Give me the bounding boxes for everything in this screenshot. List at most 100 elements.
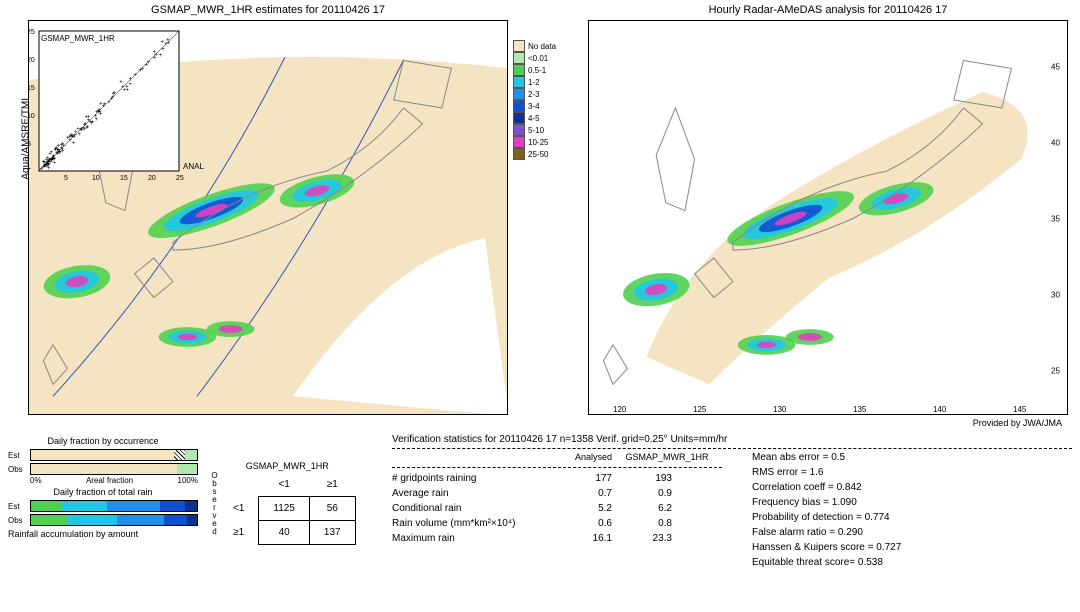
stats-row: # gridpoints raining177193	[392, 471, 722, 486]
svg-text:+: +	[96, 109, 100, 115]
map-right: Hourly Radar-AMeDAS analysis for 2011042…	[588, 0, 1068, 430]
svg-text:+: +	[54, 146, 58, 152]
map-right-title: Hourly Radar-AMeDAS analysis for 2011042…	[588, 4, 1068, 16]
ct-side-label: Observed	[210, 471, 219, 535]
svg-text:30: 30	[1051, 290, 1060, 299]
metric-line: Probability of detection = 0.774	[752, 512, 901, 527]
stats-row: Maximum rain16.123.3	[392, 531, 722, 546]
stats-row: Average rain0.70.9	[392, 486, 722, 501]
frac-foot: Rainfall accumulation by amount	[8, 529, 198, 539]
svg-text:+: +	[166, 38, 170, 44]
ct-col2: ≥1	[309, 473, 355, 497]
legend-item: 1-2	[513, 76, 568, 88]
metric-line: Frequency bias = 1.090	[752, 497, 901, 512]
metric-line: False alarm ratio = 0.290	[752, 527, 901, 542]
stats-row: Conditional rain5.26.2	[392, 501, 722, 516]
metric-line: RMS error = 1.6	[752, 467, 901, 482]
svg-text:20: 20	[148, 175, 156, 182]
fraction-block: Daily fraction by occurrence Est Obs 0%A…	[8, 434, 198, 572]
map-left-ylabel: Aqua/AMSRE/TMI	[21, 98, 32, 180]
svg-text:+: +	[62, 143, 66, 149]
svg-text:GSMAP_MWR_1HR: GSMAP_MWR_1HR	[41, 34, 115, 43]
svg-text:45: 45	[1051, 63, 1060, 72]
svg-text:+: +	[90, 121, 94, 127]
legend-item: No data	[513, 40, 568, 52]
metric-line: Mean abs error = 0.5	[752, 452, 901, 467]
occ-est-label: Est	[8, 451, 30, 460]
svg-text:+: +	[85, 114, 89, 120]
svg-text:+: +	[78, 132, 82, 138]
provided-label: Provided by JWA/JMA	[973, 418, 1062, 428]
svg-text:+: +	[53, 160, 57, 166]
metric-line: Hanssen & Kuipers score = 0.727	[752, 542, 901, 557]
stats-title: Verification statistics for 20110426 17 …	[392, 434, 1072, 445]
svg-text:15: 15	[120, 175, 128, 182]
occ-title: Daily fraction by occurrence	[8, 436, 198, 446]
svg-text:25: 25	[1051, 366, 1060, 375]
ct-row2: ≥1	[219, 521, 259, 545]
legend-item: 3-4	[513, 100, 568, 112]
legend-item: <0.01	[513, 52, 568, 64]
ct-col1: <1	[259, 473, 310, 497]
svg-text:+: +	[121, 85, 125, 91]
svg-text:145: 145	[1013, 405, 1027, 414]
occ-est-bar	[30, 449, 198, 461]
svg-text:+: +	[145, 63, 149, 69]
svg-text:+: +	[139, 68, 143, 74]
stats-head-est: GSMAP_MWR_1HR	[612, 452, 722, 462]
svg-text:15: 15	[28, 85, 35, 92]
metric-line: Equitable threat score= 0.538	[752, 557, 901, 572]
svg-text:130: 130	[773, 405, 787, 414]
map-left-svg: ++++++++++++++++++++++++++++++++++++++++…	[28, 20, 508, 415]
map-left-title: GSMAP_MWR_1HR estimates for 20110426 17	[28, 4, 508, 16]
legend-item: 0.5-1	[513, 64, 568, 76]
svg-text:135: 135	[853, 405, 867, 414]
svg-text:10: 10	[92, 175, 100, 182]
contingency-block: Observed GSMAP_MWR_1HR <1≥1 <1112556 ≥14…	[210, 434, 380, 572]
tot-est-bar	[30, 500, 198, 512]
legend-item: 25-50	[513, 148, 568, 160]
svg-text:+: +	[85, 125, 89, 131]
svg-text:40: 40	[1051, 139, 1060, 148]
occ-obs-bar	[30, 463, 198, 475]
legend-item: 5-10	[513, 124, 568, 136]
tot-obs-label: Obs	[8, 516, 30, 525]
svg-text:+: +	[133, 73, 137, 79]
svg-text:+: +	[68, 134, 72, 140]
svg-text:ANAL: ANAL	[183, 162, 204, 171]
ct-row1: <1	[219, 497, 259, 521]
stats-table: AnalysedGSMAP_MWR_1HR # gridpoints raini…	[392, 452, 722, 572]
svg-text:+: +	[72, 140, 76, 146]
tot-obs-bar	[30, 514, 198, 526]
svg-text:25: 25	[28, 29, 35, 36]
tot-title: Daily fraction of total rain	[8, 487, 198, 497]
svg-text:+: +	[159, 53, 163, 59]
stats-head-an: Analysed	[552, 452, 612, 462]
ct-c10: 40	[259, 521, 310, 545]
map-right-svg: 1201251301351401452530354045	[588, 20, 1068, 415]
color-legend: No data<0.010.5-11-22-33-44-55-1010-2525…	[513, 40, 568, 160]
metrics-list: Mean abs error = 0.5RMS error = 1.6Corre…	[752, 452, 901, 572]
svg-text:140: 140	[933, 405, 947, 414]
svg-text:+: +	[103, 102, 107, 108]
metric-line: Correlation coeff = 0.842	[752, 482, 901, 497]
legend-item: 4-5	[513, 112, 568, 124]
svg-text:+: +	[46, 161, 50, 167]
ct-c01: 56	[309, 497, 355, 521]
occ-obs-label: Obs	[8, 465, 30, 474]
stats-row: Rain volume (mm*km²×10⁴)0.60.8	[392, 516, 722, 531]
map-left: GSMAP_MWR_1HR estimates for 20110426 17 …	[28, 0, 508, 430]
stats-block: Verification statistics for 20110426 17 …	[392, 434, 1072, 572]
ct-title: GSMAP_MWR_1HR	[219, 461, 356, 471]
svg-text:20: 20	[28, 57, 35, 64]
tot-est-label: Est	[8, 502, 30, 511]
legend-item: 2-3	[513, 88, 568, 100]
legend-item: 10-25	[513, 136, 568, 148]
axis-mid: Areal fraction	[86, 476, 133, 485]
svg-text:35: 35	[1051, 215, 1060, 224]
svg-text:+: +	[128, 77, 132, 83]
axis-right: 100%	[178, 476, 198, 485]
svg-text:25: 25	[176, 175, 184, 182]
contingency-table: <1≥1 <1112556 ≥140137	[219, 473, 356, 545]
svg-text:+: +	[111, 92, 115, 98]
